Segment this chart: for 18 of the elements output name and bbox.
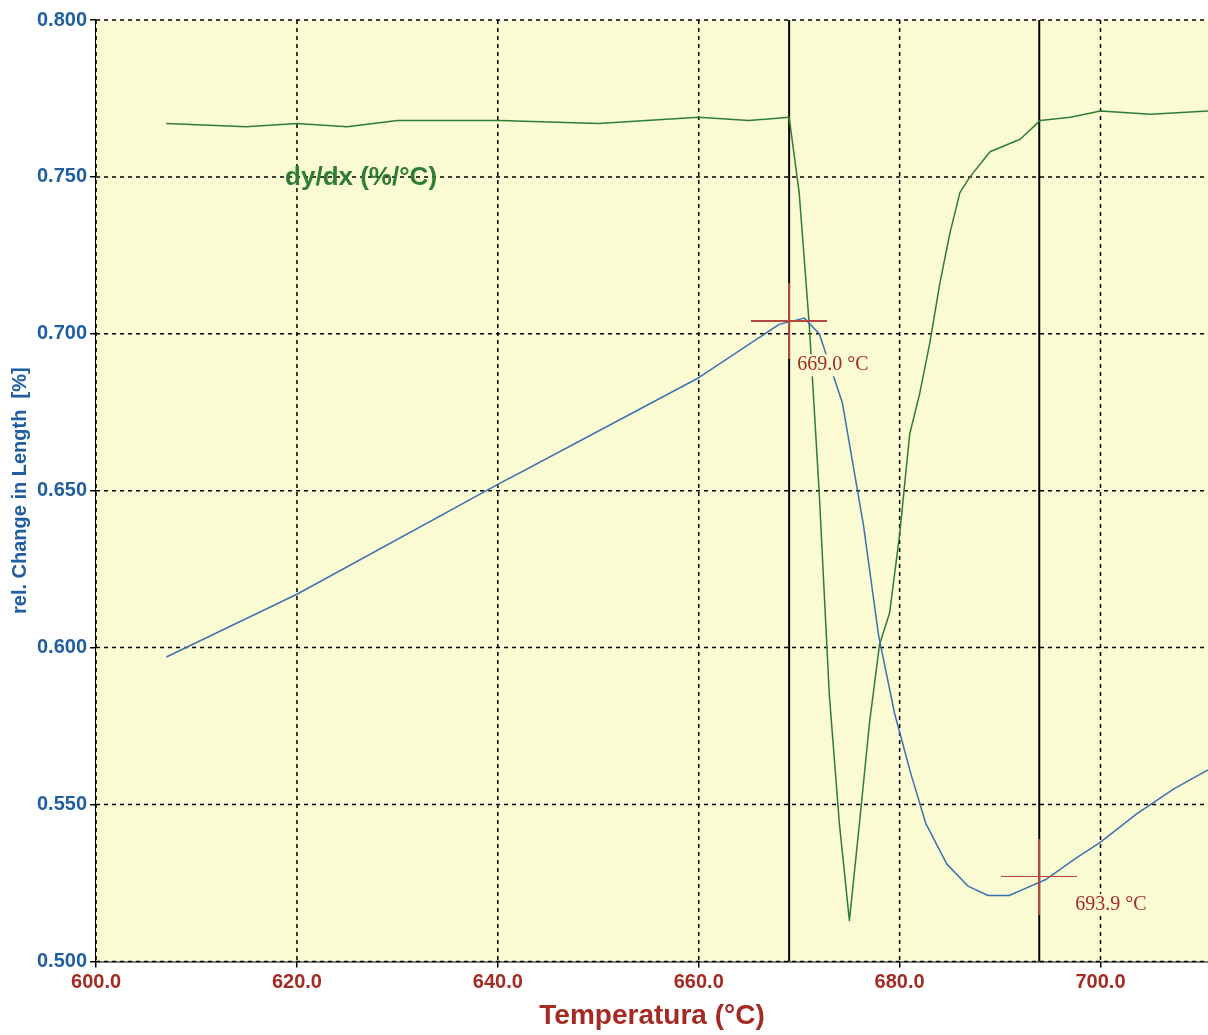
- y-tick-label: 0.750: [36, 164, 88, 187]
- y-tick-label: 0.700: [36, 321, 88, 344]
- x-tick-label: 620.0: [271, 969, 322, 992]
- annotation: 693.9 °C: [1075, 891, 1147, 914]
- series-label: dy/dx (%/°C): [285, 160, 438, 191]
- annotation: 669.0 °C: [797, 352, 869, 375]
- y-tick-label: 0.800: [36, 7, 88, 30]
- y-tick-label: 0.650: [36, 478, 88, 501]
- y-axis-title: rel. Change in Length [%]: [7, 367, 30, 615]
- y-tick-label: 0.550: [36, 792, 88, 815]
- y-tick-label: 0.600: [36, 635, 88, 658]
- x-tick-label: 600.0: [71, 969, 122, 992]
- x-axis-title: Temperatura (°C): [539, 998, 765, 1030]
- x-tick-label: 640.0: [472, 969, 523, 992]
- x-tick-label: 680.0: [874, 969, 925, 992]
- x-tick-label: 700.0: [1075, 969, 1126, 992]
- y-tick-label: 0.500: [36, 948, 88, 971]
- x-tick-label: 660.0: [673, 969, 724, 992]
